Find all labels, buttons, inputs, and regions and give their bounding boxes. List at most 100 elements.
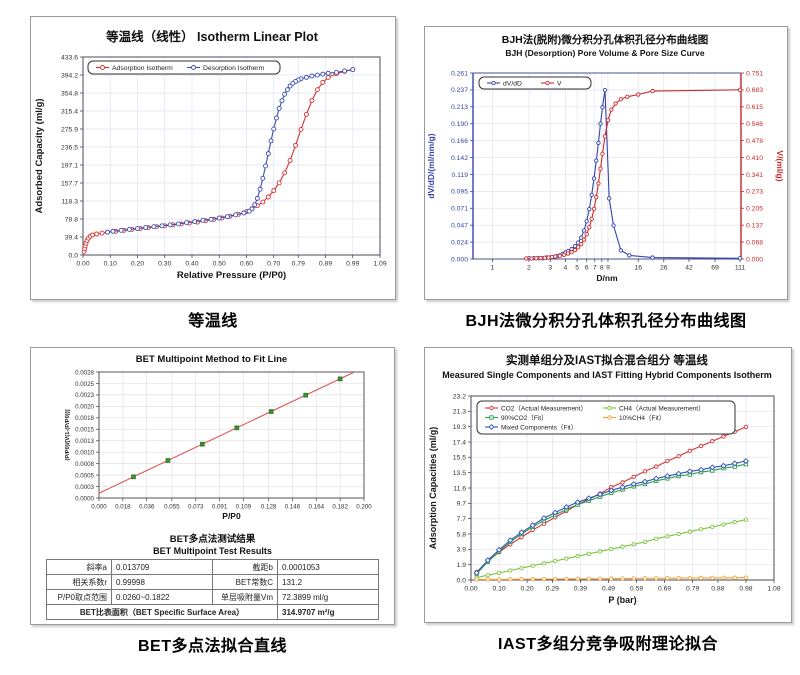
svg-text:11.6: 11.6	[453, 485, 466, 492]
svg-text:Adsorption Capacities (ml/g): Adsorption Capacities (ml/g)	[428, 427, 438, 550]
svg-text:236.5: 236.5	[61, 144, 78, 151]
svg-text:0.69: 0.69	[658, 586, 671, 593]
svg-text:7: 7	[593, 265, 597, 272]
svg-text:433.6: 433.6	[61, 54, 78, 61]
svg-text:0.068: 0.068	[746, 239, 763, 246]
svg-text:Desorption Isotherm: Desorption Isotherm	[203, 65, 265, 72]
svg-text:CO2（Actual Measurement）: CO2（Actual Measurement）	[501, 404, 587, 412]
svg-text:0.546: 0.546	[746, 121, 763, 128]
svg-text:0.49: 0.49	[602, 586, 615, 593]
svg-text:0.164: 0.164	[309, 504, 325, 511]
svg-text:Mixed Components（Fit）: Mixed Components（Fit）	[501, 423, 577, 431]
svg-text:8: 8	[600, 265, 604, 272]
svg-text:BJH (Desorption) Pore Volume &: BJH (Desorption) Pore Volume & Pore Size…	[505, 48, 704, 58]
svg-text:6: 6	[585, 265, 589, 272]
svg-text:111: 111	[735, 265, 746, 272]
svg-text:0.0: 0.0	[457, 577, 467, 584]
svg-text:0.073: 0.073	[188, 504, 204, 511]
svg-text:0.095: 0.095	[451, 189, 468, 196]
bjh-caption: BJH法微分积分孔体积孔径分布曲线图	[465, 313, 747, 330]
bet-table-cell: 截距b	[212, 559, 278, 575]
svg-text:4: 4	[563, 265, 567, 272]
svg-text:315.4: 315.4	[61, 108, 78, 115]
svg-text:0.024: 0.024	[451, 239, 468, 246]
svg-text:0.166: 0.166	[451, 138, 468, 145]
svg-text:0.40: 0.40	[185, 261, 198, 268]
svg-text:78.8: 78.8	[65, 216, 78, 223]
svg-text:0.683: 0.683	[746, 87, 763, 94]
iast-cell: 实测单组分及IAST拟合混合组分 等温线 Measured Single Comp…	[424, 347, 792, 654]
svg-text:13.5: 13.5	[453, 470, 466, 477]
svg-text:0.0018: 0.0018	[75, 415, 94, 422]
bet-table-cell: 相关系数r	[46, 574, 112, 590]
svg-text:0.79: 0.79	[686, 586, 699, 593]
svg-text:0.615: 0.615	[746, 104, 763, 111]
svg-text:0.30: 0.30	[158, 261, 171, 268]
svg-text:0.119: 0.119	[451, 172, 468, 179]
svg-text:0.70: 0.70	[267, 261, 280, 268]
bet-table-cell: 72.3899 ml/g	[277, 589, 379, 605]
svg-text:17.4: 17.4	[453, 439, 466, 446]
svg-text:dV/dD: dV/dD	[503, 80, 522, 87]
svg-text:0.0020: 0.0020	[75, 404, 94, 411]
iast-caption: IAST多组分竞争吸附理论拟合	[498, 636, 718, 653]
svg-text:0.091: 0.091	[212, 504, 228, 511]
svg-text:dV/dD/(ml/nm/g): dV/dD/(ml/nm/g)	[426, 133, 436, 198]
svg-text:0.50: 0.50	[213, 261, 226, 268]
svg-text:0.237: 0.237	[451, 87, 468, 94]
svg-text:V/(ml/g): V/(ml/g)	[775, 150, 785, 181]
bet-table-cell: 0.0260~0.1822	[111, 589, 213, 605]
svg-text:5.8: 5.8	[457, 531, 467, 538]
svg-text:1.08: 1.08	[767, 586, 780, 593]
svg-text:0.0010: 0.0010	[75, 449, 94, 456]
svg-text:0.00: 0.00	[464, 586, 477, 593]
svg-text:P/P0: P/P0	[222, 511, 241, 521]
svg-text:0.261: 0.261	[451, 70, 468, 77]
svg-text:0.0000: 0.0000	[75, 495, 94, 502]
svg-text:118.3: 118.3	[61, 198, 78, 205]
svg-text:0.0: 0.0	[69, 252, 79, 259]
svg-text:0.0013: 0.0013	[75, 438, 94, 445]
bjh-cell: BJH法(脱附)微分积分孔体积孔径分布曲线图 BJH (Desorption) P…	[424, 26, 788, 331]
svg-text:0.79: 0.79	[292, 261, 305, 268]
svg-text:BET Multipoint Method to Fit L: BET Multipoint Method to Fit Line	[136, 354, 287, 365]
svg-text:CH4（Actual Measurement）: CH4（Actual Measurement）	[619, 404, 705, 412]
svg-text:0.60: 0.60	[240, 261, 253, 268]
svg-text:Relative Pressure (P/P0): Relative Pressure (P/P0)	[177, 270, 286, 281]
svg-text:Adsorption Isotherm: Adsorption Isotherm	[112, 65, 173, 72]
svg-text:0.137: 0.137	[746, 222, 763, 229]
svg-text:0.036: 0.036	[139, 504, 155, 511]
bet-fit-line-chart: BET Multipoint Method to Fit Line 0.000 0.…	[65, 354, 372, 521]
svg-text:21.3: 21.3	[453, 409, 466, 416]
bjh-panel: BJH法(脱附)微分积分孔体积孔径分布曲线图 BJH (Desorption) P…	[424, 26, 788, 300]
svg-text:0.0015: 0.0015	[75, 427, 94, 434]
svg-text:0.00: 0.00	[76, 261, 89, 268]
svg-text:0.0008: 0.0008	[75, 461, 94, 468]
iast-panel: 实测单组分及IAST拟合混合组分 等温线 Measured Single Comp…	[424, 347, 792, 623]
svg-text:10%CH4（Fit）: 10%CH4（Fit）	[619, 414, 665, 422]
bet-results-table: 斜率a 0.013709 截距b 0.0001053 相关系数r 0.99998 BET常数…	[46, 559, 379, 620]
bet-results-title-en: BET Multipoint Test Results	[153, 546, 272, 556]
svg-text:0.0005: 0.0005	[75, 472, 94, 479]
svg-text:197.1: 197.1	[61, 162, 78, 169]
svg-text:0.410: 0.410	[746, 155, 763, 162]
isotherm-cell: 等温线（线性） Isotherm Linear Plot 0.00 0.10 0.20…	[30, 16, 396, 331]
svg-text:1.9: 1.9	[457, 562, 467, 569]
svg-text:39.4: 39.4	[65, 234, 78, 241]
svg-text:275.9: 275.9	[61, 126, 78, 133]
svg-text:0.88: 0.88	[711, 586, 724, 593]
svg-text:0.29: 0.29	[546, 586, 559, 593]
svg-text:0.000: 0.000	[746, 256, 763, 263]
svg-text:0.000: 0.000	[451, 256, 468, 263]
isotherm-linear-chart: 等温线（线性） Isotherm Linear Plot 0.00 0.10 0.20…	[34, 29, 387, 281]
bet-results-title-zh: BET多点法测试结果	[169, 534, 256, 545]
svg-text:0.047: 0.047	[451, 222, 468, 229]
svg-text:26: 26	[660, 265, 668, 272]
svg-text:394.2: 394.2	[61, 72, 78, 79]
svg-text:1.09: 1.09	[373, 261, 386, 268]
svg-text:0.0028: 0.0028	[75, 369, 94, 376]
svg-text:90%CO2（Fit）: 90%CO2（Fit）	[501, 414, 548, 422]
svg-text:等温线（线性） Isotherm Linear Plot: 等温线（线性） Isotherm Linear Plot	[105, 29, 319, 44]
bjh-pore-size-chart: BJH法(脱附)微分积分孔体积孔径分布曲线图 BJH (Desorption) P…	[426, 33, 785, 283]
